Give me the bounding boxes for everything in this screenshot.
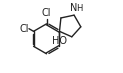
Text: Cl: Cl — [19, 24, 29, 34]
Text: Cl: Cl — [42, 8, 51, 18]
Text: HO: HO — [52, 36, 67, 46]
Text: N: N — [70, 3, 78, 13]
Text: H: H — [76, 4, 83, 13]
